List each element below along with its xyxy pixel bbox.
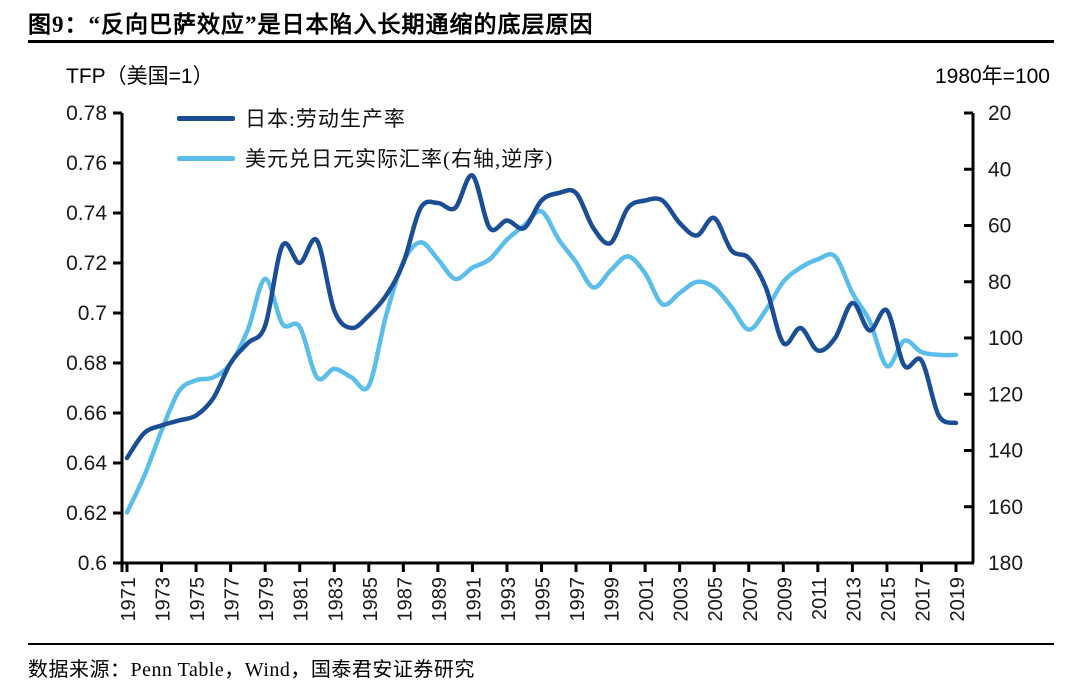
- legend: 日本:劳动生产率 美元兑日元实际汇率(右轴,逆序): [177, 98, 553, 178]
- x-axis-tick-label: 2017: [912, 577, 934, 622]
- data-source: 数据来源：Penn Table，Wind，国泰君安证券研究: [28, 659, 475, 681]
- x-axis-tick-label: 1993: [498, 577, 520, 622]
- legend-line-swatch-dark-blue: [177, 115, 235, 121]
- right-axis-tick-label: 160: [988, 496, 1023, 519]
- x-axis-tick-label: 1991: [463, 577, 485, 622]
- x-axis-tick-label: 1979: [256, 577, 278, 622]
- left-axis-tick-label: 0.64: [66, 452, 107, 475]
- series-line-japan-productivity: [124, 173, 959, 461]
- x-axis-tick-label: 1997: [567, 577, 589, 622]
- x-axis-tick-label: 1985: [360, 577, 382, 622]
- right-axis-tick-label: 120: [988, 383, 1023, 406]
- title-divider: [28, 40, 1054, 43]
- x-axis-tick-label: 1987: [394, 577, 416, 622]
- x-axis-tick-label: 2009: [774, 577, 796, 622]
- x-axis-tick-label: 1983: [325, 577, 347, 622]
- left-axis-tick-label: 0.78: [66, 102, 107, 125]
- legend-label-usdjpy-reer: 美元兑日元实际汇率(右轴,逆序): [245, 147, 554, 171]
- left-axis-tick-label: 0.7: [78, 302, 107, 325]
- x-axis-tick-label: 1999: [602, 577, 624, 622]
- right-axis-tick-label: 40: [988, 158, 1011, 181]
- left-axis-tick-label: 0.72: [66, 252, 107, 275]
- x-axis-tick-label: 1995: [533, 577, 555, 622]
- legend-item-usdjpy-reer: 美元兑日元实际汇率(右轴,逆序): [177, 138, 553, 178]
- x-axis-tick-label: 2001: [636, 577, 658, 622]
- left-axis-tick-label: 0.74: [66, 202, 107, 225]
- x-axis-tick-label: 2003: [671, 577, 693, 622]
- left-axis-tick-label: 0.62: [66, 502, 107, 525]
- x-axis-tick-label: 2015: [878, 577, 900, 622]
- series-line-usdjpy-reer: [124, 208, 959, 515]
- x-axis-tick-label: 1981: [291, 577, 313, 622]
- right-axis-title: 1980年=100: [934, 65, 1050, 88]
- right-axis-tick-label: 20: [988, 102, 1011, 125]
- footer-divider: [28, 643, 1054, 645]
- figure-title: 图9：“反向巴萨效应”是日本陷入长期通缩的底层原因: [28, 12, 594, 37]
- legend-item-japan-productivity: 日本:劳动生产率: [177, 98, 553, 138]
- right-axis-tick-label: 60: [988, 215, 1011, 238]
- right-axis-tick-label: 80: [988, 271, 1011, 294]
- left-axis-tick-label: 0.66: [66, 402, 107, 425]
- left-axis-title: TFP（美国=1）: [66, 65, 214, 88]
- x-axis-tick-label: 1973: [153, 577, 175, 622]
- left-axis-tick-label: 0.76: [66, 152, 107, 175]
- x-axis-tick-label: 1975: [187, 577, 209, 622]
- x-axis-tick-label: 1989: [429, 577, 451, 622]
- x-axis-tick-label: 2013: [843, 577, 865, 622]
- x-axis-tick-label: 2007: [740, 577, 762, 622]
- right-axis-tick-label: 100: [988, 327, 1023, 350]
- legend-label-japan-productivity: 日本:劳动生产率: [245, 107, 406, 131]
- legend-line-swatch-light-blue: [177, 155, 235, 161]
- x-axis-tick-label: 2019: [947, 577, 969, 622]
- left-axis-tick-label: 0.6: [78, 552, 107, 575]
- x-axis-tick-label: 2005: [705, 577, 727, 622]
- x-axis-tick-label: 1977: [222, 577, 244, 622]
- right-axis-tick-label: 140: [988, 440, 1023, 463]
- x-axis-tick-label: 2011: [809, 577, 831, 620]
- left-axis-tick-label: 0.68: [66, 352, 107, 375]
- x-axis-tick-label: 1971: [118, 577, 140, 622]
- right-axis-tick-label: 180: [988, 552, 1023, 575]
